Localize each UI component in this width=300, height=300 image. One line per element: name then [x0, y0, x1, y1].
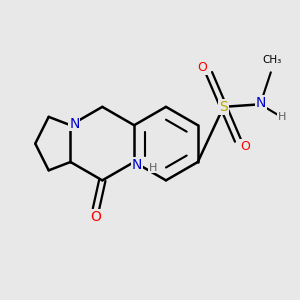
Text: O: O [91, 210, 101, 224]
Text: N: N [131, 158, 142, 172]
Text: N: N [69, 117, 80, 130]
Text: H: H [278, 112, 286, 122]
Text: CH₃: CH₃ [263, 55, 282, 65]
Text: S: S [219, 100, 228, 114]
Text: O: O [240, 140, 250, 153]
Text: O: O [197, 61, 207, 74]
Text: H: H [148, 163, 157, 173]
Text: N: N [255, 96, 266, 110]
